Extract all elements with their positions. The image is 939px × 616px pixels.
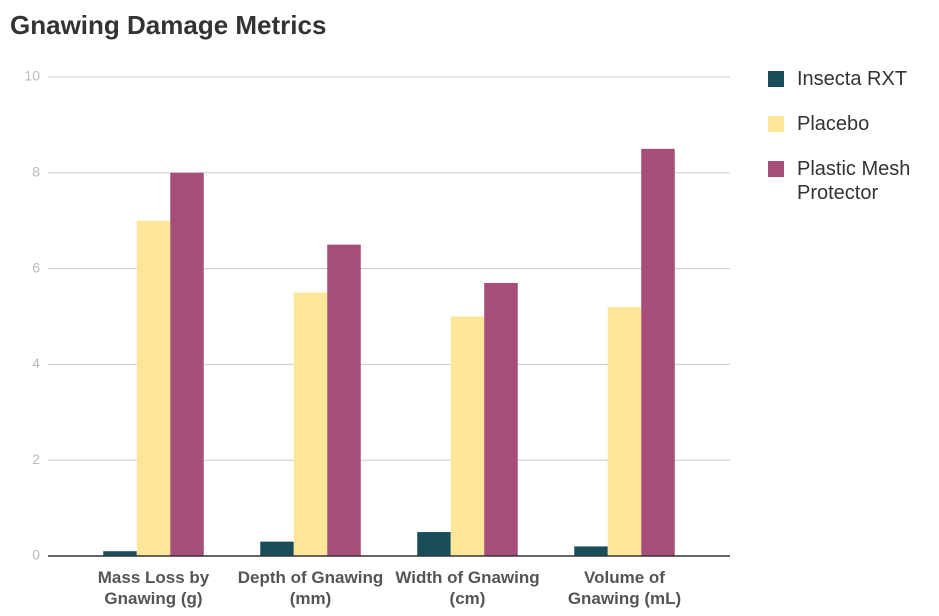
bar <box>641 148 675 556</box>
x-tick-label: Width of Gnawing (cm) <box>395 568 540 608</box>
y-tick-label: 0 <box>32 547 40 563</box>
bar <box>136 220 171 556</box>
y-tick-label: 6 <box>32 259 40 275</box>
bar <box>607 306 642 556</box>
legend-swatch <box>768 161 784 177</box>
y-tick-label: 2 <box>32 451 40 467</box>
y-tick-label: 4 <box>32 355 40 371</box>
bar <box>484 282 518 556</box>
bar <box>574 546 608 556</box>
legend-swatch <box>768 71 784 87</box>
bar <box>450 316 485 556</box>
bar <box>260 541 294 556</box>
x-tick-label: Depth of Gnawing (mm) <box>237 568 384 608</box>
chart-title: Gnawing Damage Metrics <box>10 10 327 40</box>
x-tick-label: Volume of Gnawing (mL) <box>567 568 682 608</box>
bar <box>417 532 451 556</box>
y-tick-label: 8 <box>32 164 40 180</box>
y-tick-label: 10 <box>24 68 40 84</box>
legend-swatch <box>768 116 784 132</box>
bar <box>170 172 204 557</box>
bar <box>327 244 361 556</box>
legend-label: Plastic Mesh Protector <box>797 158 911 204</box>
x-tick-label: Mass Loss by Gnawing (g) <box>97 568 210 608</box>
legend-label: Insecta RXT <box>797 68 908 90</box>
bar <box>293 292 328 556</box>
bar <box>103 551 137 556</box>
legend-label: Placebo <box>797 113 870 135</box>
